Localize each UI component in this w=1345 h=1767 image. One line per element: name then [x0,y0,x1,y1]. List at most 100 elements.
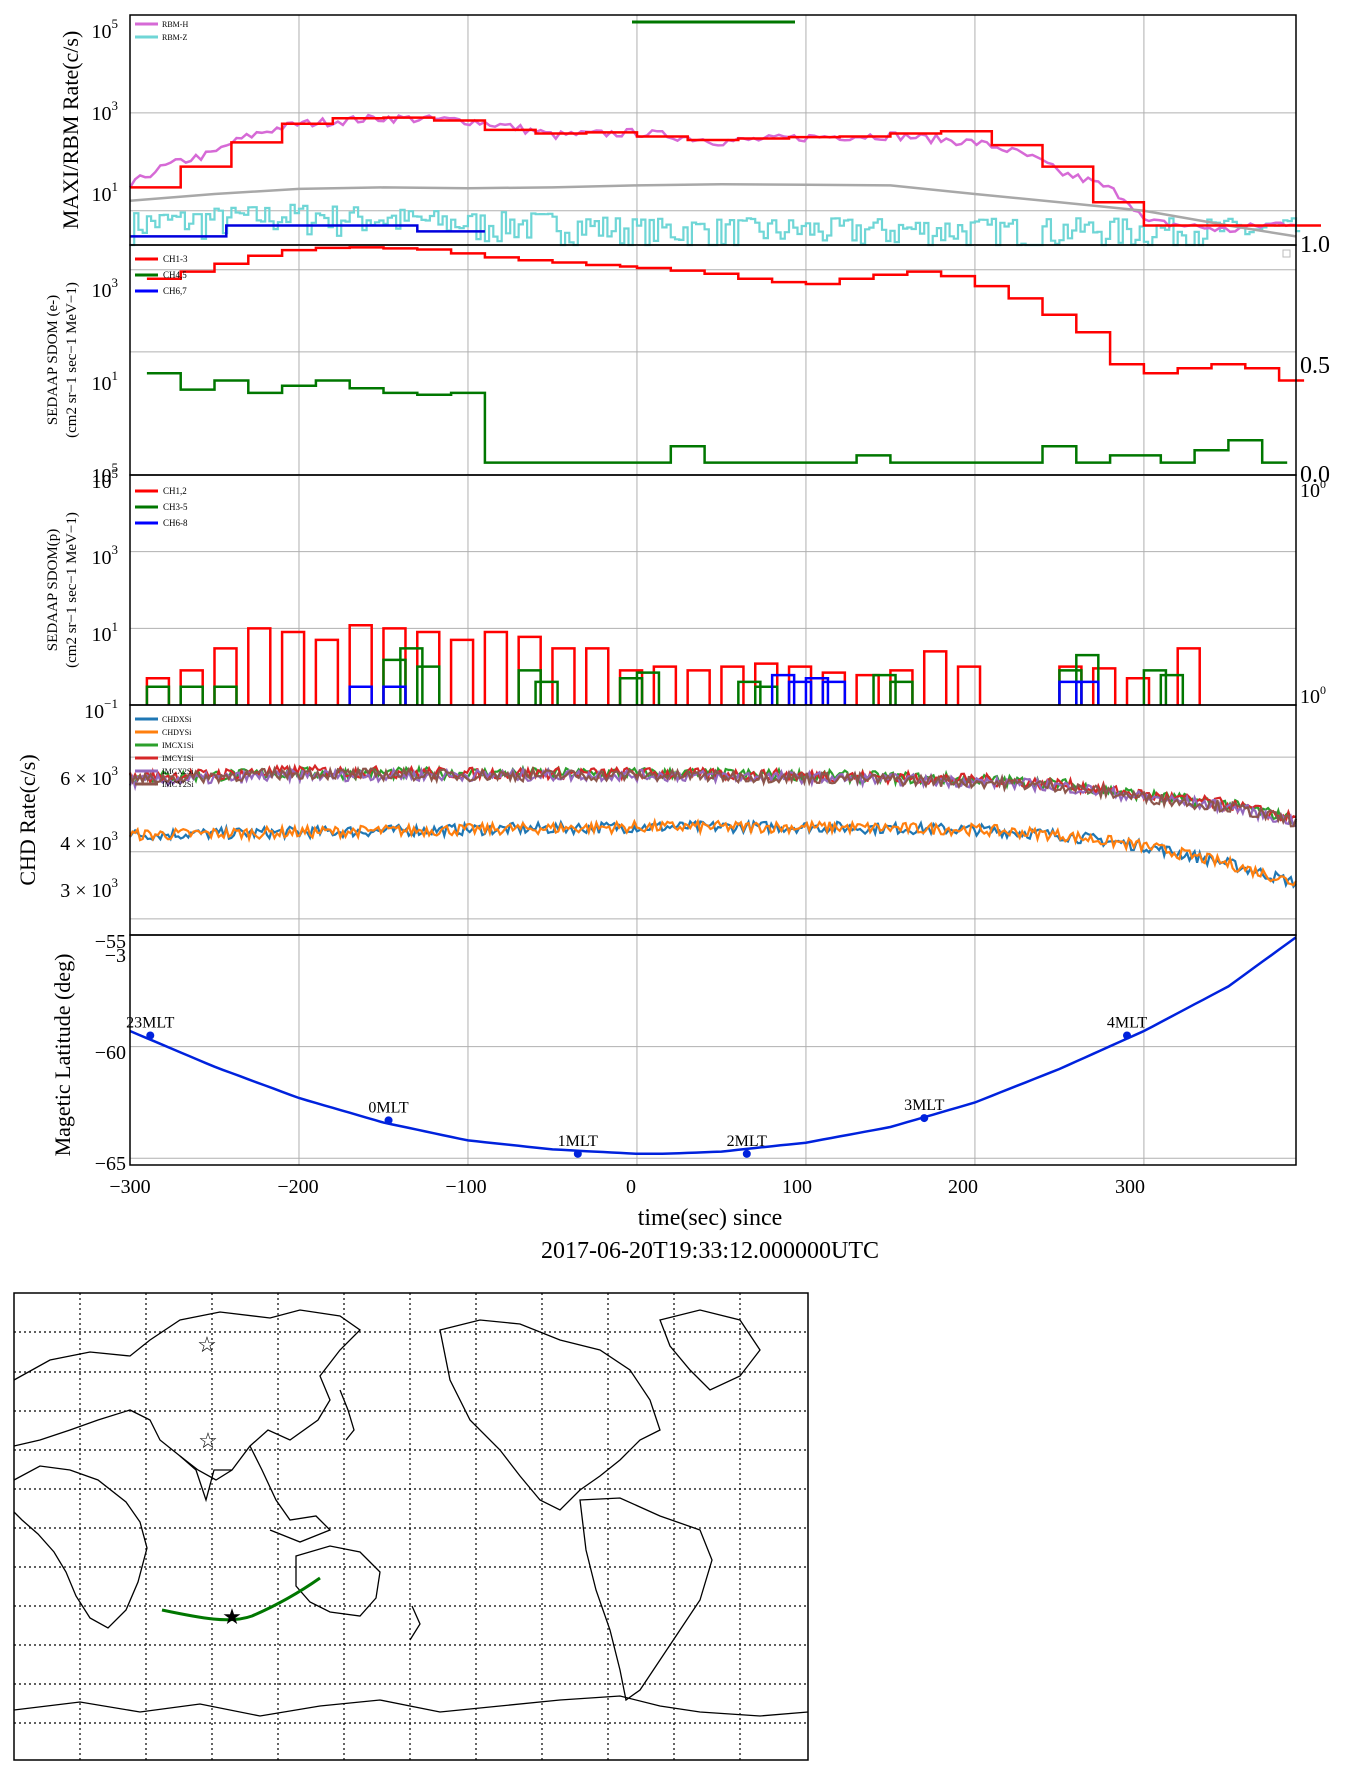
mlt-label: 2MLT [727,1133,768,1150]
panel5-series: 23MLT 0MLT 1MLT 2MLT 3MLT 4MLT [126,936,1297,1158]
legend-imcy2si: IMCY2Si [162,780,194,789]
mlt-point [146,1031,155,1040]
map-graticule [14,1293,808,1760]
legend-imcx1si: IMCX1Si [162,741,194,750]
coast-greenland [659,1309,761,1391]
series-p-ch1-2 [247,627,272,705]
panel4-ytick-3e3: 3 × 103 [60,875,118,902]
coast-antarctica [13,1695,809,1717]
series-p-ch3-5 [416,665,441,705]
series-p-ch3-5 [753,685,779,705]
coast-india [179,1455,232,1503]
legend-ch6-8: CH6-8 [163,518,188,528]
series-p-ch1-2 [416,630,441,705]
series-p-ch1-2 [213,647,238,705]
panel1-ytick-1e5: 105 [92,16,119,43]
legend-ch6-7: CH6,7 [163,286,187,296]
series-p-ch1-2 [348,624,373,705]
xtick-200: 200 [948,1176,978,1198]
series-p-ch6-8 [348,685,373,705]
panel1-series [128,113,1321,247]
series-chdxsi [129,818,1297,889]
panel4-ylabel: CHD Rate(c/s) [15,754,40,885]
series-p-ch1-2 [618,669,644,705]
mlt-label: 1MLT [558,1133,599,1150]
panel4-ytick-6e3: 6 × 103 [60,763,118,790]
series-p-ch3-5 [213,685,238,705]
panel3-ylabel-1: SEDAAP SDOM(p) [45,529,61,651]
panel2-frame [129,244,1297,476]
series-rbm-blue [130,224,485,238]
series-rbm-h [128,113,1297,234]
series-p-ch3-5 [889,680,914,705]
legend-chdysi: CHDYSi [162,728,192,737]
panel4-clip-tick-55: −55 [95,931,126,953]
panel1-ytick-1e1: 101 [92,179,119,206]
mlt-point [1123,1031,1132,1040]
panel2-grid [130,245,1296,475]
coast-africa [13,1465,148,1629]
xtick-m100: −100 [445,1176,486,1198]
mlt-point [920,1114,929,1123]
series-p-ch6-8 [804,676,830,705]
series-p-ch1-2 [382,627,407,705]
panel1-right-tick-1: 1.0 [1300,232,1330,258]
legend-ch3-5: CH3-5 [163,502,188,512]
panel3-right-tick-bottom: 100 [1300,683,1326,708]
mlt-label: 3MLT [904,1097,945,1114]
series-p-ch1-2 [956,665,982,705]
x-axis: −300 −200 −100 0 100 200 300 time(sec) s… [109,1176,1145,1264]
panel-chd: 6 × 103 4 × 103 3 × 103 −55 −3 CHD Rate(… [15,704,1298,967]
legend-ch1-3: CH1-3 [163,254,188,264]
series-p-ch1-2 [855,673,880,705]
series-p-ch1-2 [686,669,711,705]
xtick-0: 0 [626,1176,636,1198]
panel2-ytick-1e3: 103 [92,275,119,302]
series-p-ch6-8 [1075,680,1100,705]
panel2-right-tick-05: 0.5 [1300,353,1330,379]
panel3-ytick-1e3: 103 [92,542,119,569]
series-p-ch6-8 [1058,680,1083,705]
series-p-ch6-8 [787,680,813,705]
series-magnetic-latitude [129,936,1297,1156]
panel3-grid [130,475,1296,705]
series-p-ch6-8 [382,685,407,705]
panel5-ytick-60: −60 [95,1042,126,1064]
panel4-frame [129,704,1297,936]
coast-seasia [249,1445,332,1543]
series-p-ch1-2 [1176,647,1201,705]
xtick-m200: −200 [277,1176,318,1198]
xtick-100: 100 [782,1176,812,1198]
panel3-right-tick-top: 100 [1300,477,1326,502]
panel-magnetic-latitude: 23MLT 0MLT 1MLT 2MLT 3MLT 4MLT −60 −65 Mageti… [50,934,1297,1175]
series-p-ch1-2 [314,638,340,705]
panel4-grid [130,705,1296,935]
series-p-ch1-2 [652,665,678,705]
series-p-ch1-2 [280,630,306,705]
panel4-legend: CHDXSi CHDYSi IMCX1Si IMCY1Si IMCX2Si IM… [135,715,194,789]
panel1-ytick-1e3: 103 [92,98,119,125]
mlt-label: 0MLT [368,1099,409,1116]
mlt-label: 4MLT [1107,1014,1148,1031]
series-p-ch1-2 [551,647,576,705]
panel1-ylabel: MAXI/RBM Rate(c/s) [58,31,83,230]
series-p-ch3-5 [635,671,661,705]
coast-japan [339,1389,355,1441]
panel-sedaap-e: 103 101 105 SEDAAP SDOM (e-) (cm2 sr−1 s… [45,244,1330,488]
series-p-ch1-2 [1058,665,1083,705]
panel3-series [145,624,1201,705]
series-p-ch3-5 [179,685,204,705]
panel1-legend: RBM-H RBM-Z [135,20,188,42]
series-p-ch1-2 [449,638,475,705]
series-p-ch3-5 [1159,673,1185,705]
panel3-ylabel-2: (cm2 sr−1 sec−1 MeV−1) [64,512,80,668]
panel4-clip-tick-3: −3 [105,945,126,967]
coast-europe-asia [13,1309,362,1481]
panel3-ytick-1e5: 105 [92,466,119,493]
xtick-m300: −300 [109,1176,150,1198]
series-p-ch3-5 [1075,653,1100,705]
series-p-ch1-2 [585,647,610,705]
legend-imcy1si: IMCY1Si [162,754,194,763]
panel3-ytick-1e1: 101 [92,619,119,646]
